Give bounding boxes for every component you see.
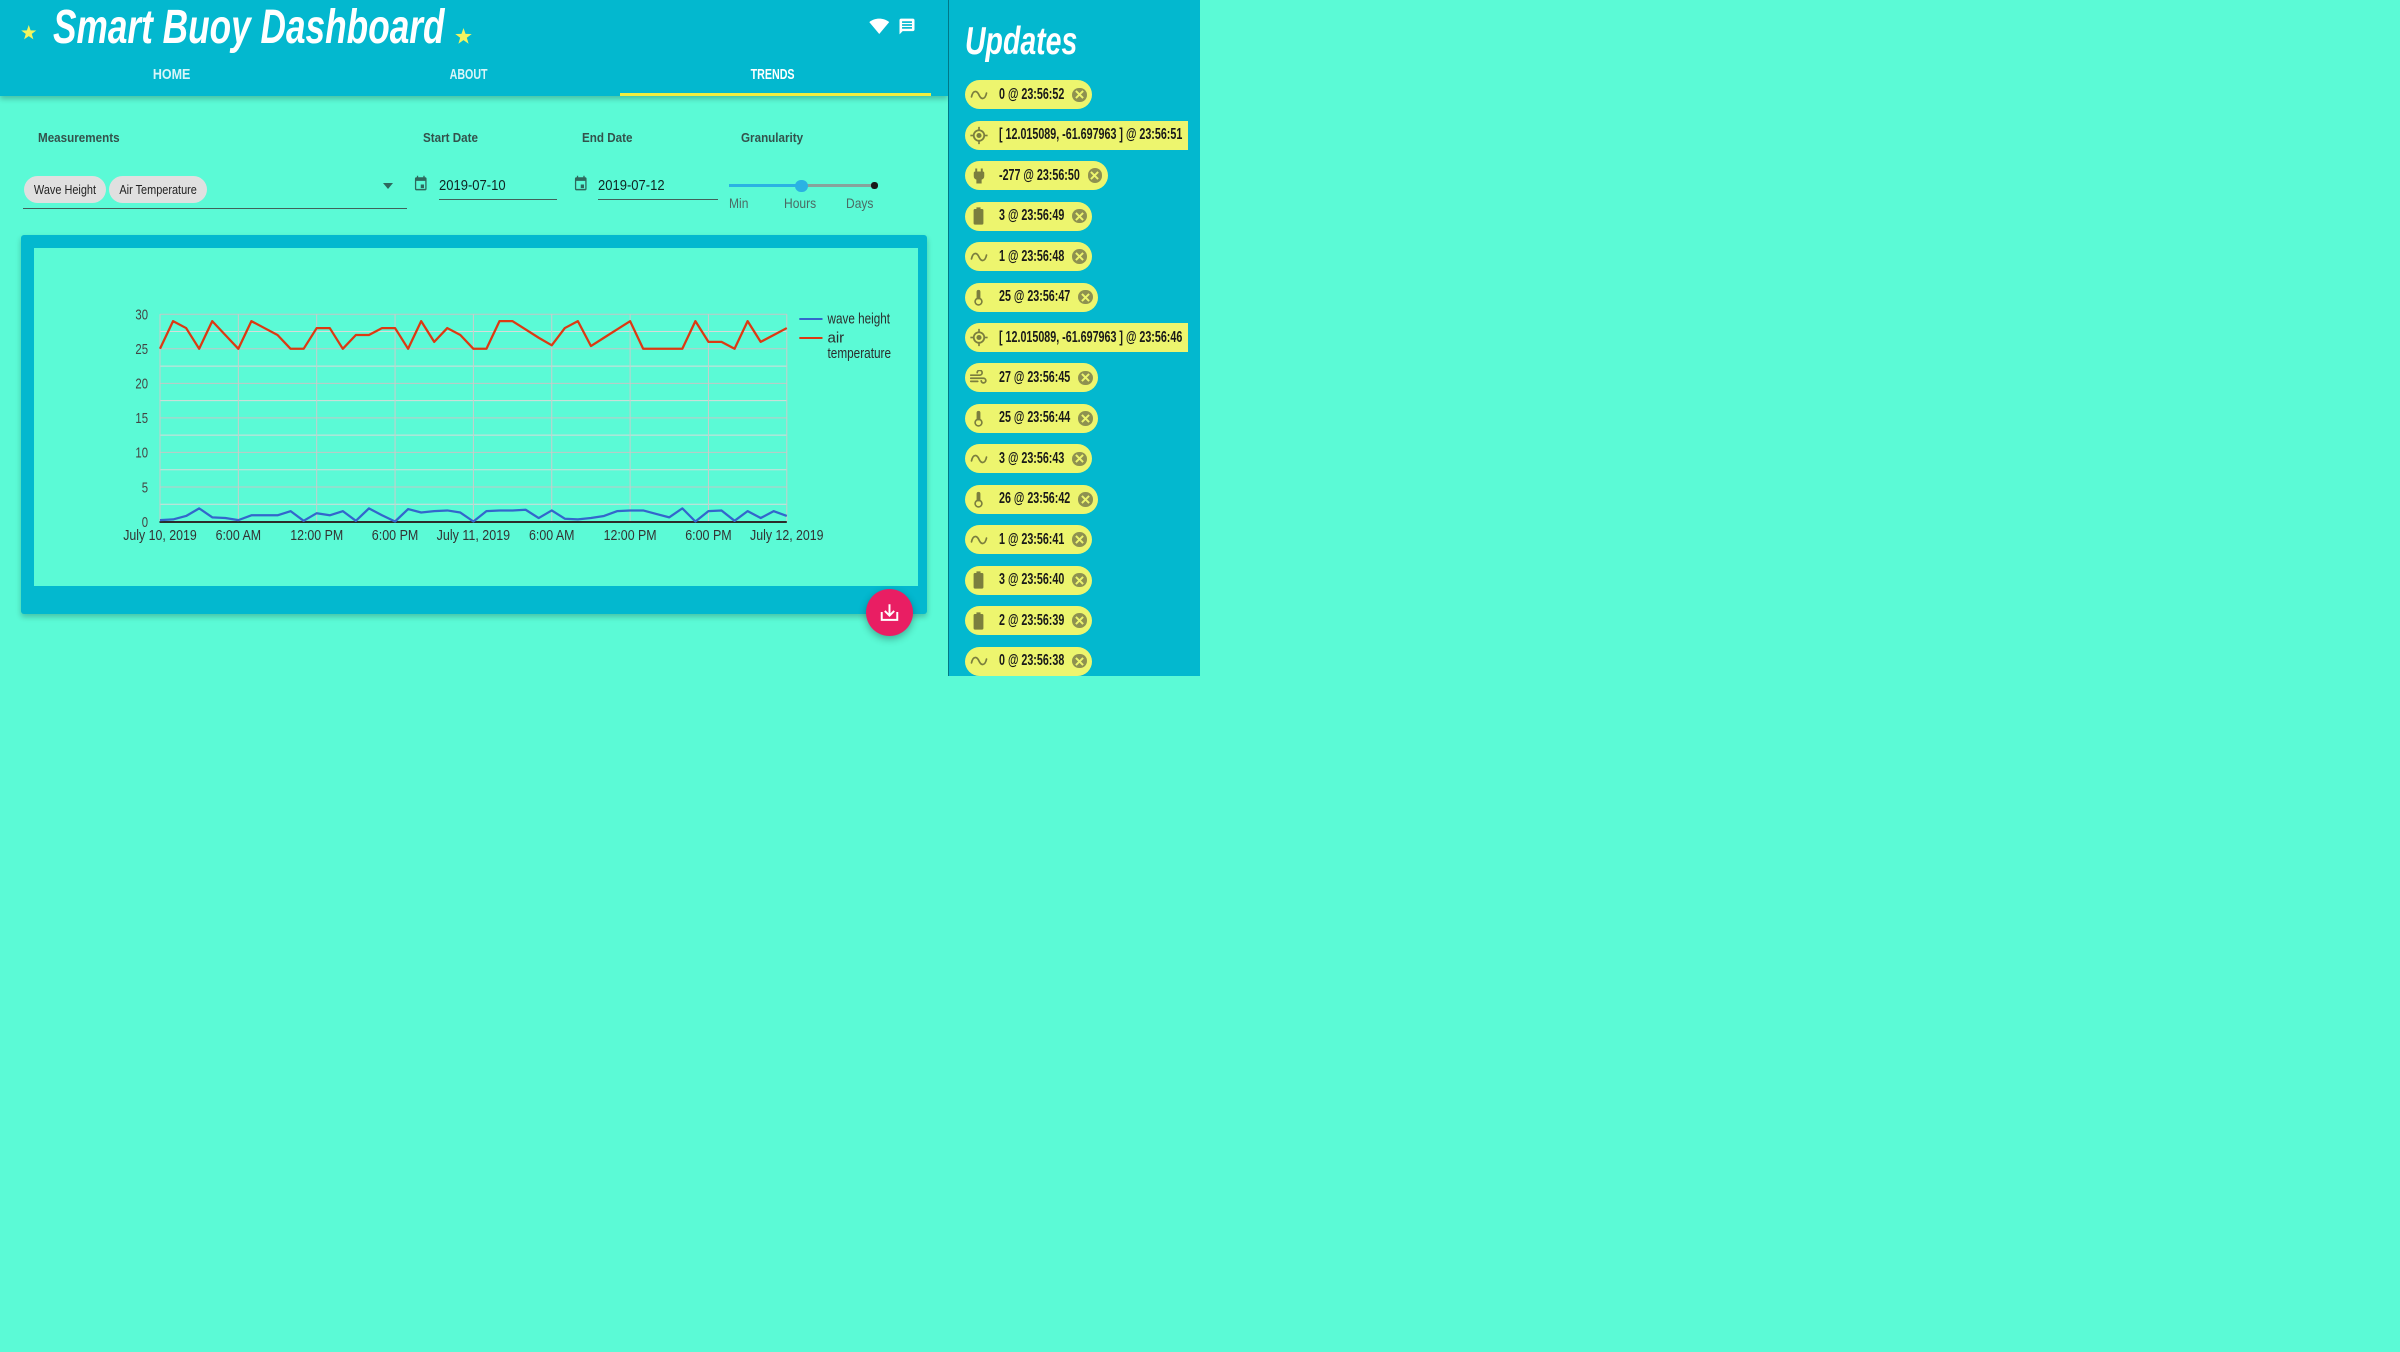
svg-text:10: 10 <box>135 445 148 462</box>
svg-text:6:00 AM: 6:00 AM <box>216 528 262 544</box>
svg-text:July 11, 2019: July 11, 2019 <box>437 528 511 544</box>
svg-text:12:00 PM: 12:00 PM <box>604 528 657 544</box>
svg-text:6:00 AM: 6:00 AM <box>529 528 575 544</box>
svg-text:5: 5 <box>142 479 148 496</box>
svg-text:30: 30 <box>135 307 148 324</box>
svg-text:0: 0 <box>142 514 148 531</box>
svg-text:6:00 PM: 6:00 PM <box>372 528 419 544</box>
svg-text:15: 15 <box>135 410 148 427</box>
svg-text:temperature: temperature <box>828 345 892 362</box>
svg-text:6:00 PM: 6:00 PM <box>685 528 732 544</box>
svg-text:air: air <box>828 330 845 347</box>
svg-text:25: 25 <box>135 341 148 358</box>
svg-text:wave height: wave height <box>827 311 891 328</box>
svg-text:12:00 PM: 12:00 PM <box>290 528 343 544</box>
svg-text:20: 20 <box>135 376 148 393</box>
svg-text:July 10, 2019: July 10, 2019 <box>123 528 197 544</box>
svg-text:July 12, 2019: July 12, 2019 <box>750 528 824 544</box>
